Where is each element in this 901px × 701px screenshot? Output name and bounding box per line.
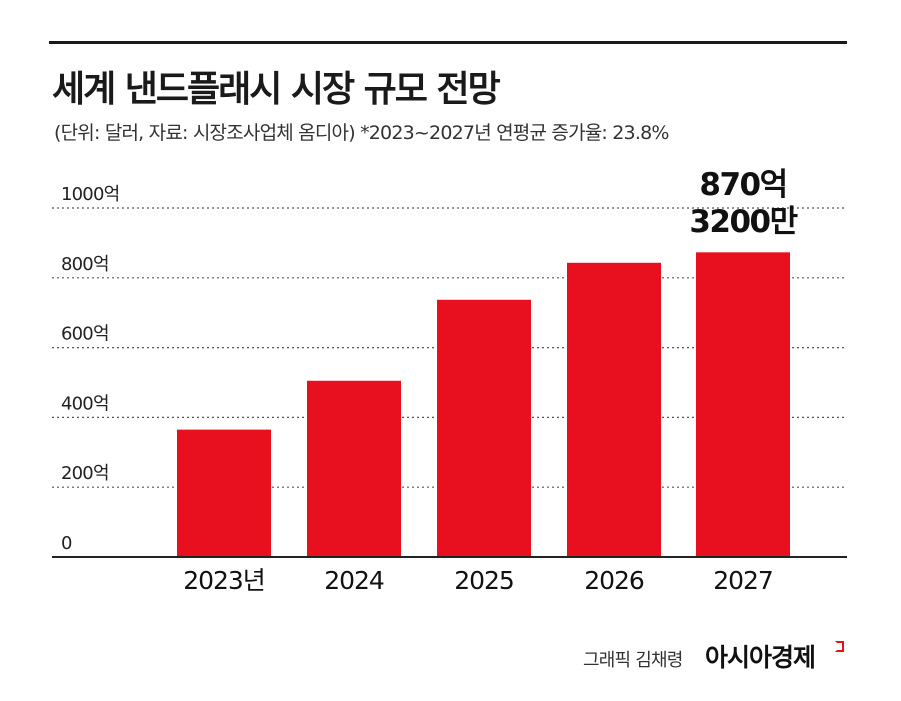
top-rule	[49, 41, 847, 44]
x-tick-label: 2027	[713, 566, 773, 595]
brand-logo-text: 아시아경제	[705, 643, 816, 672]
x-tick-label: 2023년	[183, 566, 265, 595]
x-axis-tick-labels: 2023년 2024 2025 2026 2027	[183, 566, 774, 595]
bars	[177, 252, 790, 557]
brand-mark-icon	[835, 641, 844, 652]
annotation-line: 870억	[699, 167, 786, 203]
y-tick-label: 800억	[61, 254, 109, 275]
graphic-credit: 그래픽 김채령	[583, 650, 683, 671]
chart-subtitle: (단위: 달러, 자료: 시장조사업체 옴디아) *2023~2027년 연평균…	[54, 122, 669, 144]
x-tick-label: 2024	[324, 566, 384, 595]
y-tick-label: 600억	[61, 324, 109, 345]
chart-title: 세계 낸드플래시 시장 규모 전망	[52, 69, 501, 110]
bar-2027	[696, 252, 790, 557]
y-tick-label: 0	[61, 533, 72, 554]
bar-2024	[307, 380, 401, 557]
y-tick-label: 1000억	[61, 184, 119, 205]
x-tick-label: 2026	[584, 566, 644, 595]
y-axis-tick-labels: 0 200억 400억 600억 800억 1000억	[61, 184, 120, 554]
annotation-line: 3200만	[689, 204, 797, 240]
y-tick-label: 200억	[61, 463, 109, 484]
y-tick-label: 400억	[61, 393, 109, 414]
x-tick-label: 2025	[454, 566, 514, 595]
bar-2025	[437, 299, 531, 557]
bar-2026	[567, 262, 661, 557]
bar-2023년	[177, 429, 271, 557]
